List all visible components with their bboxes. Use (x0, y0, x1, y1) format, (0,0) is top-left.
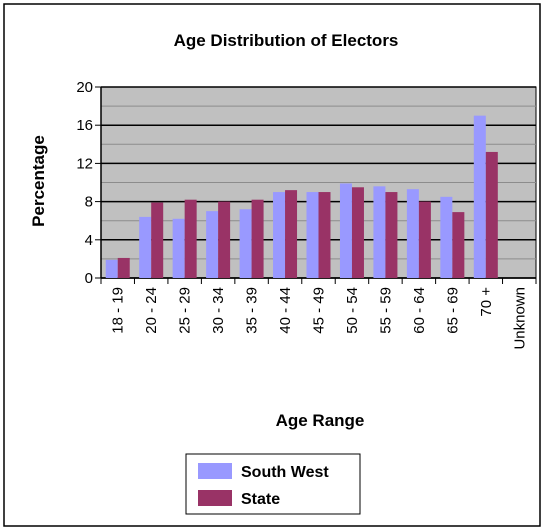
bar-0-6 (306, 192, 319, 278)
bar-0-7 (339, 183, 352, 278)
x-tick-label-11: 70 + (478, 287, 495, 317)
bar-0-5 (273, 192, 286, 278)
bars (105, 115, 498, 279)
bar-0-11 (473, 115, 486, 279)
y-ticks: 0 4 8 12 16 20 (76, 79, 101, 287)
x-tick-label-10: 65 - 69 (444, 287, 461, 334)
bar-0-1 (139, 216, 152, 278)
y-tick-label-4: 16 (76, 117, 93, 134)
x-axis-title: Age Range (276, 411, 365, 430)
bar-1-10 (452, 212, 465, 278)
bar-1-7 (351, 187, 364, 278)
y-tick-label-0: 0 (85, 270, 93, 287)
bar-1-2 (184, 199, 197, 278)
bar-1-8 (385, 192, 398, 278)
x-tick-label-9: 60 - 64 (411, 287, 428, 334)
bar-1-3 (218, 201, 231, 278)
bar-0-10 (440, 196, 453, 278)
x-tick-label-12: Unknown (511, 287, 528, 350)
x-tick-label-0: 18 - 19 (110, 287, 127, 334)
bar-1-9 (418, 201, 431, 278)
legend-label-south-west: South West (241, 464, 329, 481)
bar-0-4 (239, 209, 252, 278)
x-tick-label-1: 20 - 24 (143, 287, 160, 334)
bar-0-3 (206, 211, 219, 278)
y-tick-label-5: 20 (76, 79, 93, 96)
bar-1-4 (251, 199, 264, 278)
bar-0-9 (406, 189, 419, 278)
y-axis-title: Percentage (29, 135, 48, 227)
x-tick-label-7: 50 - 54 (344, 287, 361, 334)
x-tick-label-6: 45 - 49 (311, 287, 328, 334)
x-tick-label-4: 35 - 39 (244, 287, 261, 334)
x-tick-label-2: 25 - 29 (177, 287, 194, 334)
chart-title: Age Distribution of Electors (174, 31, 399, 50)
bar-0-0 (105, 259, 118, 278)
bar-0-8 (373, 186, 386, 278)
x-tick-label-8: 55 - 59 (377, 287, 394, 334)
bar-1-5 (285, 190, 298, 278)
y-tick-label-3: 12 (76, 155, 93, 172)
x-ticks: 18 - 19 20 - 24 25 - 29 30 - 34 35 - 39 40 - … (100, 278, 537, 350)
plot-area: 0 4 8 12 16 20 18 - 19 20 - 24 25 - 29 30 - 34 35 … (76, 79, 537, 350)
y-tick-label-2: 8 (85, 194, 93, 211)
x-tick-label-3: 30 - 34 (210, 287, 227, 334)
legend-swatch-state (198, 490, 232, 506)
y-tick-label-1: 4 (85, 232, 93, 249)
legend-label-state: State (241, 491, 280, 508)
bar-1-11 (485, 151, 498, 278)
x-tick-label-5: 40 - 44 (277, 287, 294, 334)
bar-1-1 (151, 202, 164, 278)
bar-1-6 (318, 192, 331, 278)
bar-1-0 (117, 257, 130, 278)
bar-0-2 (172, 218, 185, 278)
legend-swatch-south-west (198, 463, 232, 479)
legend: South West State (185, 453, 361, 515)
